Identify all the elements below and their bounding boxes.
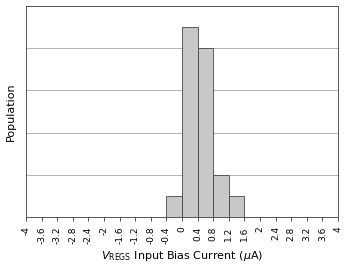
Bar (182, 27, 198, 217)
Y-axis label: Population: Population (6, 82, 16, 141)
X-axis label: $V_{\mathrm{REGS}}$ Input Bias Current ($\mu$A): $V_{\mathrm{REGS}}$ Input Bias Current (… (101, 249, 263, 263)
Bar (198, 48, 213, 217)
Bar (229, 196, 244, 217)
Bar (166, 196, 182, 217)
Bar (213, 175, 229, 217)
